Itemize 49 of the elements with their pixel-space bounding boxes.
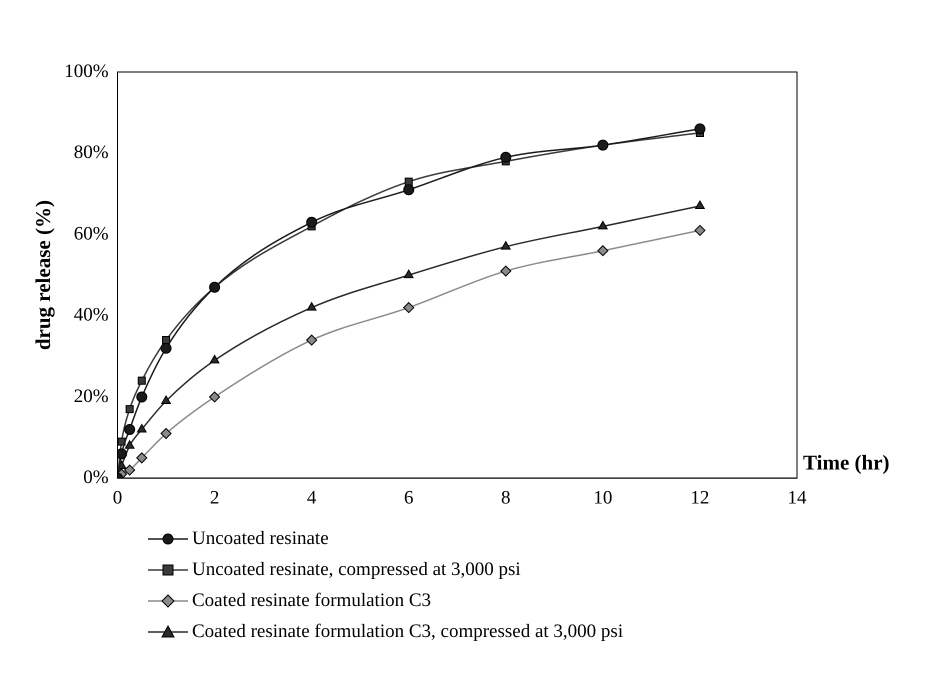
point xyxy=(124,424,136,435)
y-axis-title: drug release (%) xyxy=(31,200,56,350)
point xyxy=(160,342,172,354)
x-axis-title: Time (hr) xyxy=(803,450,890,475)
x-tick-label: 10 xyxy=(593,488,612,509)
point xyxy=(500,241,511,250)
point xyxy=(209,391,220,402)
point xyxy=(124,464,136,476)
point xyxy=(161,396,171,404)
y-tick-label: 0% xyxy=(83,467,109,488)
x-tick-label: 6 xyxy=(404,488,414,509)
y-tick-label: 40% xyxy=(74,304,109,326)
y-tick-label: 60% xyxy=(74,223,109,244)
legend-label: Coated resinate formulation C3, compressed at 3,000 psi xyxy=(192,620,624,642)
point xyxy=(695,200,705,210)
point xyxy=(138,376,146,385)
point xyxy=(306,334,318,346)
point xyxy=(500,266,512,277)
point xyxy=(136,424,147,432)
point xyxy=(694,123,706,134)
y-tick-label: 100% xyxy=(64,60,109,82)
point xyxy=(694,224,706,236)
point xyxy=(597,245,608,256)
x-tick-label: 8 xyxy=(501,488,511,509)
legend-label: Uncoated resinate, compressed at 3,000 psi xyxy=(192,558,521,580)
point xyxy=(500,152,512,163)
x-tick-label: 0 xyxy=(112,488,122,509)
legend-label: Coated resinate formulation C3 xyxy=(192,590,432,612)
x-tick-label: 14 xyxy=(788,488,807,509)
point xyxy=(136,452,148,464)
point xyxy=(124,440,134,449)
point xyxy=(118,448,128,460)
point xyxy=(306,216,318,228)
point xyxy=(210,354,220,364)
x-tick-label: 2 xyxy=(210,488,220,509)
point xyxy=(160,428,172,440)
y-tick-label: 20% xyxy=(74,386,109,407)
point xyxy=(403,184,414,196)
y-tick-label: 80% xyxy=(74,142,109,164)
x-tick-label: 12 xyxy=(690,488,710,509)
point xyxy=(404,270,414,278)
point xyxy=(403,302,414,314)
point xyxy=(126,405,134,414)
x-tick-label: 4 xyxy=(306,488,317,509)
point xyxy=(306,302,316,311)
point xyxy=(404,178,413,186)
legend-label: Uncoated resinate xyxy=(192,528,329,550)
point xyxy=(136,391,148,402)
point xyxy=(598,220,608,230)
